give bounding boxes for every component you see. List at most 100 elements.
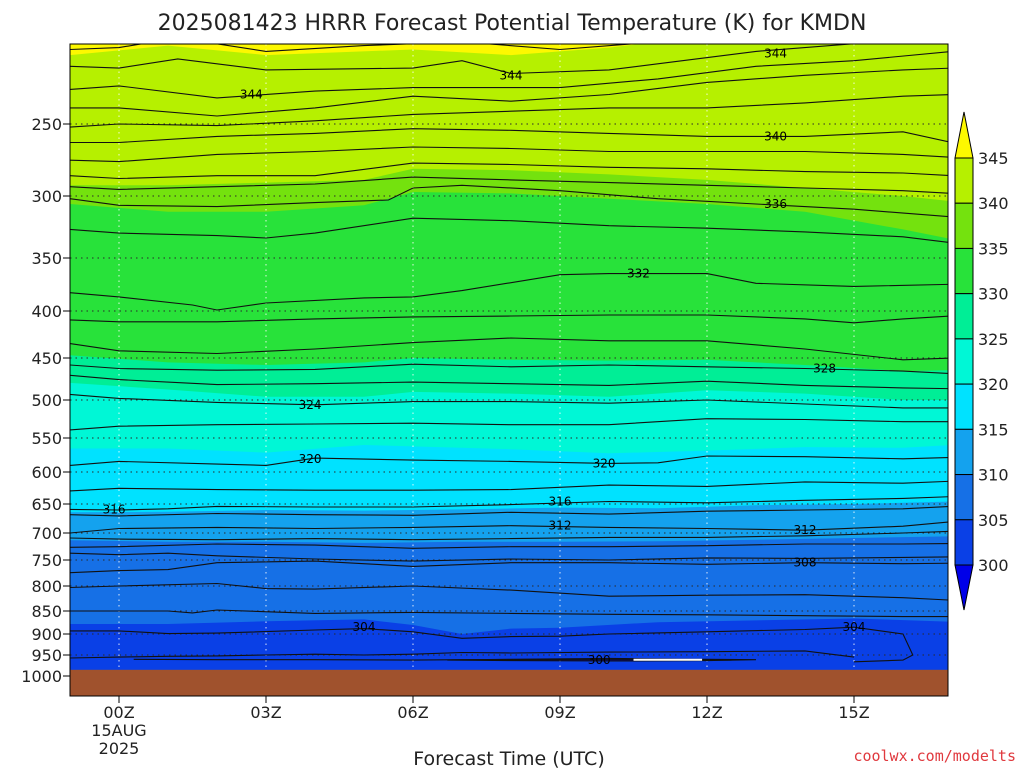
x-tick-label: 06Z: [397, 703, 428, 722]
colorbar-swatch: [954, 338, 974, 385]
contour-labels: 344 344 344 340 336 332 328 324 320 320 316 316 312 3…: [103, 46, 866, 667]
contour-314: [70, 506, 948, 517]
contour-label: 320: [299, 452, 322, 466]
colorbar-label: 335: [978, 239, 1009, 258]
colorbar-label: 340: [978, 194, 1009, 213]
colorbar-label: 330: [978, 285, 1009, 304]
chart-title: 2025081423 HRRR Forecast Potential Tempe…: [158, 11, 867, 36]
x-tick-label: 00Z: [103, 703, 134, 722]
y-tick-label: 450: [31, 349, 62, 368]
colorbar-swatch: [954, 202, 974, 249]
contour-304: [70, 626, 914, 663]
contour-339: [70, 146, 948, 163]
x-tick-label: 03Z: [250, 703, 281, 722]
y-tick-label: 350: [31, 249, 62, 268]
contour-320: [70, 455, 948, 466]
contour-label: 308: [794, 556, 817, 570]
x-tick-label: 12Z: [691, 703, 722, 722]
contour-328: [70, 337, 948, 361]
contour-label: 304: [353, 620, 376, 634]
y-tick-label: 900: [31, 625, 62, 644]
contour-label: 324: [299, 398, 322, 412]
contour-338: [70, 162, 948, 180]
contour-310: [70, 542, 948, 549]
contour-326: [70, 374, 948, 390]
colorbar-label: 300: [978, 556, 1009, 575]
colorbar-label: 310: [978, 466, 1009, 485]
x-tick-label: 15Z: [838, 703, 869, 722]
y-tick-label: 1000: [21, 667, 62, 686]
contour-label: 312: [794, 523, 817, 537]
colorbar-label: 305: [978, 511, 1009, 530]
y-tick-label: 950: [31, 646, 62, 665]
contour-342: [70, 67, 948, 117]
y-tick-label: 250: [31, 115, 62, 134]
contour-337: [70, 176, 948, 194]
contour-309: [70, 552, 948, 562]
color-bands: [70, 44, 948, 696]
contour-label: 344: [764, 46, 787, 60]
colorbar-label: 315: [978, 420, 1009, 439]
y-tick-label: 600: [31, 463, 62, 482]
y-tick-label: 650: [31, 495, 62, 514]
y-tick-label: 400: [31, 302, 62, 321]
contour-334: [70, 217, 948, 243]
contour-312: [70, 521, 948, 534]
contour-label: 344: [500, 68, 523, 82]
contour-324: [70, 393, 948, 409]
y-tick-label: 750: [31, 551, 62, 570]
y-tick-label: 800: [31, 577, 62, 596]
colorbar-swatch: [954, 474, 974, 521]
contour-311: [70, 530, 948, 541]
contour-label: 336: [764, 197, 787, 211]
contour-303: [70, 650, 855, 659]
contour-343: [70, 51, 948, 99]
x-date-label: 15AUG: [91, 721, 146, 740]
contour-label: 344: [240, 87, 263, 101]
contour-label: 340: [764, 129, 787, 143]
y-tick-label: 500: [31, 391, 62, 410]
x-axis-label: Forecast Time (UTC): [413, 748, 604, 768]
x-tick-label: 09Z: [544, 703, 575, 722]
contour-340: [70, 128, 948, 144]
contour-label: 300: [588, 653, 611, 667]
contour-label: 320: [593, 456, 616, 470]
contour-lines: [70, 44, 948, 663]
colorbar-swatch: [954, 247, 974, 295]
ground-surface: [70, 669, 948, 696]
contour-336: [70, 184, 948, 218]
colorbar-label: 325: [978, 330, 1009, 349]
contour-316: [70, 496, 948, 511]
contour-label: 328: [813, 361, 836, 375]
colorbar-swatch: [954, 428, 974, 476]
contour-label: 316: [103, 502, 126, 516]
y-tick-label: 550: [31, 429, 62, 448]
contour-327: [70, 363, 948, 374]
contour-label: 304: [843, 620, 866, 634]
contour-label: 312: [549, 519, 572, 533]
credit-link[interactable]: coolwx.com/modelts: [853, 747, 1016, 765]
colorbar-swatch: [954, 157, 974, 204]
contour-318: [70, 480, 948, 492]
y-axis: 250 300 350 400 450 500 550 600 650 700 750 800 850 9…: [21, 115, 70, 686]
y-tick-label: 300: [31, 187, 62, 206]
contour-label: 332: [627, 267, 650, 281]
colorbar-swatch: [954, 383, 974, 430]
colorbar: 345 340 335 330 325 320 315 310 305 300: [954, 111, 1009, 611]
contour-322: [70, 418, 948, 431]
y-tick-label: 850: [31, 602, 62, 621]
contour-306: [70, 582, 948, 601]
colorbar-max-arrow: [954, 111, 974, 159]
contour-305: [70, 609, 948, 618]
colorbar-swatch: [954, 519, 974, 566]
y-tick-label: 700: [31, 524, 62, 543]
colorbar-swatch: [954, 293, 974, 340]
colorbar-label: 320: [978, 375, 1009, 394]
contour-332: [70, 273, 948, 311]
colorbar-label: 345: [978, 149, 1009, 168]
x-date-label: 2025: [99, 739, 140, 758]
contour-341: [70, 94, 948, 128]
colorbar-min-arrow: [954, 564, 974, 611]
